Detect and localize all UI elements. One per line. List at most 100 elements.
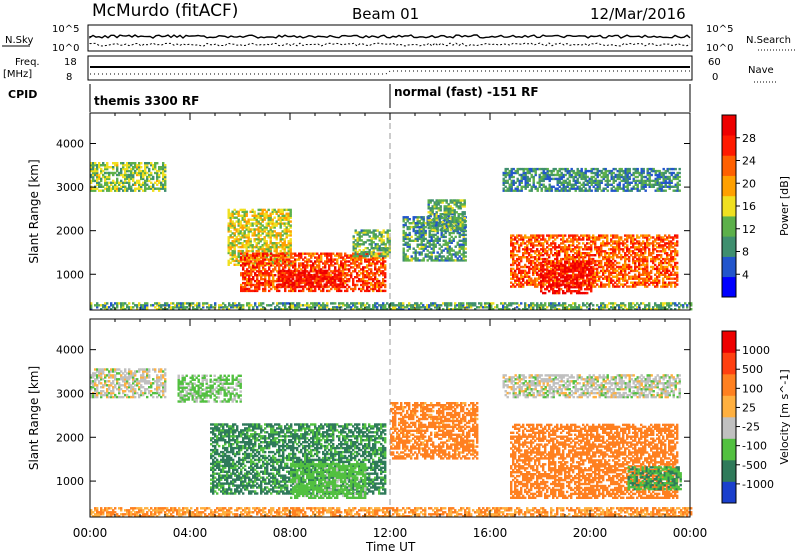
- cell: [542, 248, 545, 251]
- cell: [319, 275, 322, 278]
- cell: [408, 222, 411, 225]
- cell: [130, 173, 133, 177]
- cell: [378, 245, 381, 248]
- cell: [443, 209, 446, 212]
- cell: [116, 162, 119, 165]
- cell: [514, 254, 517, 257]
- cell: [518, 279, 521, 282]
- cell: [384, 285, 387, 289]
- cell: [130, 185, 133, 188]
- cell: [554, 285, 557, 288]
- cell: [526, 281, 529, 284]
- cell: [427, 203, 430, 206]
- cell: [289, 242, 292, 245]
- cell: [526, 252, 529, 255]
- cell: [237, 220, 240, 223]
- cell: [439, 201, 442, 204]
- cell: [162, 169, 165, 173]
- cell: [412, 218, 415, 221]
- cell: [576, 238, 579, 241]
- cell: [118, 183, 121, 186]
- cell: [512, 271, 515, 274]
- cell: [150, 171, 153, 175]
- cell: [384, 231, 387, 234]
- cell: [344, 260, 347, 263]
- cell: [538, 281, 541, 284]
- cell: [430, 253, 433, 256]
- cell: [242, 274, 245, 277]
- cell: [243, 214, 246, 217]
- cell: [522, 248, 525, 251]
- cell: [279, 220, 282, 223]
- cell: [514, 246, 517, 249]
- cell: [114, 187, 117, 190]
- cell: [370, 237, 373, 240]
- cell: [580, 234, 583, 237]
- cell: [528, 261, 531, 265]
- cell: [108, 175, 111, 179]
- cell: [354, 268, 357, 271]
- cell: [285, 271, 288, 274]
- cell: [289, 283, 292, 286]
- cpid-segment-2: normal (fast) -151 RF: [394, 85, 539, 99]
- cell: [364, 254, 367, 258]
- cell: [356, 233, 359, 236]
- cell: [305, 277, 308, 280]
- cell: [380, 247, 383, 250]
- cell: [156, 179, 159, 183]
- cell: [540, 269, 543, 273]
- cell: [92, 175, 95, 179]
- cell: [229, 218, 232, 221]
- cell: [140, 173, 143, 177]
- power-data-cells: [90, 162, 693, 311]
- cell: [544, 263, 547, 267]
- cell: [438, 237, 441, 241]
- cell: [328, 260, 331, 263]
- cell: [268, 260, 271, 263]
- cell: [245, 214, 248, 217]
- cell: [339, 273, 342, 276]
- cell: [306, 287, 309, 291]
- cell: [350, 266, 353, 269]
- cell: [124, 175, 127, 179]
- cell: [344, 274, 347, 277]
- cell: [237, 253, 240, 257]
- power-region-3: [277, 269, 342, 288]
- cell: [327, 285, 330, 288]
- cell: [336, 262, 339, 265]
- cell: [542, 285, 545, 288]
- cell: [376, 270, 379, 273]
- cell: [378, 256, 381, 259]
- cell: [458, 255, 461, 258]
- cell: [252, 262, 255, 265]
- cell: [162, 183, 165, 186]
- cell: [94, 189, 97, 192]
- cell: [428, 241, 431, 244]
- cell: [428, 251, 431, 254]
- cell: [120, 173, 123, 177]
- cell: [433, 216, 436, 220]
- cell: [318, 268, 321, 271]
- cell: [510, 285, 513, 288]
- cell: [449, 220, 452, 224]
- cell: [333, 279, 336, 282]
- cell: [150, 177, 153, 181]
- cell: [570, 250, 573, 253]
- cell: [462, 253, 465, 256]
- cell: [429, 218, 432, 222]
- cell: [104, 166, 107, 169]
- cell: [102, 175, 105, 179]
- cell: [446, 257, 449, 260]
- cell: [333, 281, 336, 284]
- cell: [256, 289, 259, 293]
- cell: [241, 214, 244, 217]
- cell: [406, 216, 409, 219]
- cell: [337, 273, 340, 276]
- cell: [235, 210, 238, 213]
- cell: [287, 220, 290, 223]
- cell: [104, 167, 107, 171]
- cell: [518, 261, 521, 265]
- cell: [554, 238, 557, 241]
- cell: [263, 226, 266, 229]
- cell: [562, 238, 565, 241]
